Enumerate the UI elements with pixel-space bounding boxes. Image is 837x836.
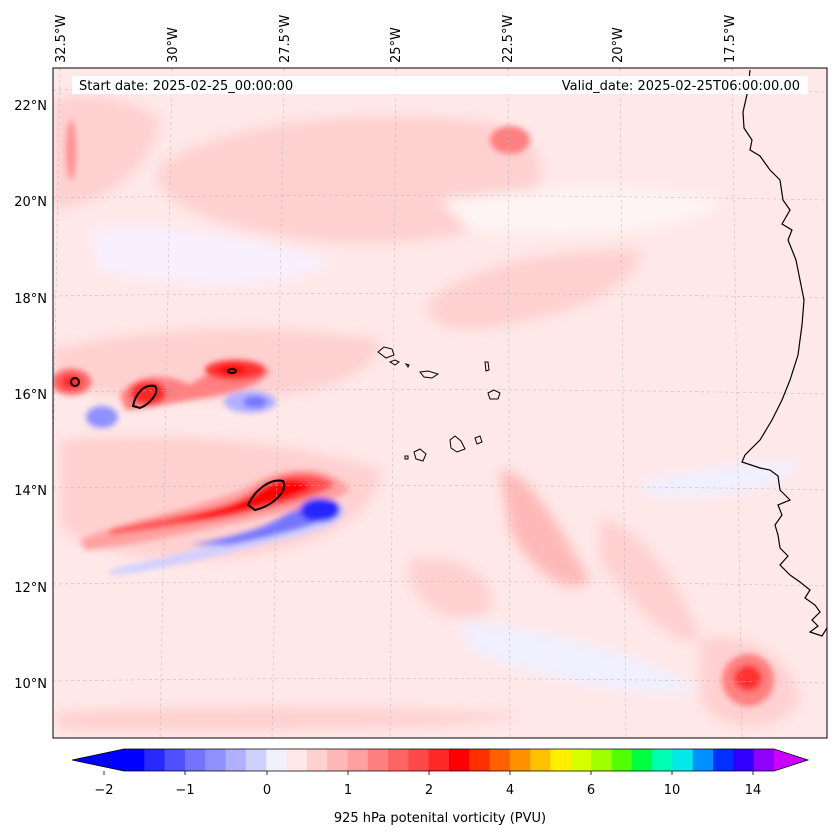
colorbar-under-extend: [72, 749, 124, 771]
colorbar-tick-label: 4: [506, 783, 514, 798]
lat-label: 22°N: [14, 99, 47, 114]
pv-contours: [70, 368, 286, 512]
lat-label: 16°N: [14, 388, 47, 403]
lon-label: 22.5°W: [501, 15, 516, 63]
lon-label: 30°W: [166, 27, 181, 63]
lat-label: 10°N: [14, 677, 47, 692]
colorbar-segment: [672, 749, 694, 771]
lat-label: 20°N: [14, 195, 47, 210]
colorbar-segment: [367, 749, 389, 771]
cape-verde-islands: [377, 346, 501, 462]
colorbar-tick-label: −2: [94, 783, 113, 798]
valid-date-text: Valid_date: 2025-02-25T06:00:00.00: [562, 79, 800, 94]
header-box: [72, 76, 808, 94]
colorbar-segment: [570, 749, 592, 771]
colorbar-segment: [652, 749, 673, 771]
colorbar-segment: [144, 749, 166, 771]
colorbar-segment: [306, 749, 328, 771]
colorbar-ticks: −2 −1 0 1 2 4 6 10 14: [94, 783, 761, 798]
colorbar-over-extend: [774, 749, 808, 771]
lat-label: 18°N: [14, 292, 47, 307]
colorbar-segment: [408, 749, 430, 771]
lon-label: 20°W: [611, 27, 626, 63]
colorbar-segment: [347, 749, 369, 771]
colorbar-tick-label: 14: [745, 783, 762, 798]
colorbar-segment: [205, 749, 227, 771]
colorbar-segment: [509, 749, 531, 771]
start-date-text: Start date: 2025-02-25_00:00:00: [79, 79, 293, 94]
latitude-labels: 22°N 20°N 18°N 16°N 14°N 12°N 10°N: [14, 99, 47, 692]
lat-label: 12°N: [14, 581, 47, 596]
africa-coastline: [741, 69, 827, 637]
colorbar-segment: [184, 749, 206, 771]
colorbar-segment: [428, 749, 450, 771]
lon-label: 25°W: [389, 27, 404, 63]
lon-label: 17.5°W: [723, 15, 738, 63]
lon-label: 27.5°W: [278, 15, 293, 63]
colorbar-tick-label: −1: [175, 783, 194, 798]
colorbar-segment: [266, 749, 287, 771]
colorbar-segment: [489, 749, 511, 771]
plot-frame: [52, 67, 828, 739]
colorbar-segment: [733, 749, 755, 771]
colorbar-tick-label: 0: [263, 783, 271, 798]
colorbar-tick-label: 6: [587, 783, 595, 798]
colorbar-segment: [591, 749, 612, 771]
colorbar-label: 925 hPa potenital vorticity (PVU): [334, 811, 546, 826]
colorbar-segment: [286, 749, 308, 771]
colorbar-segment: [124, 749, 145, 771]
colorbar-segment: [388, 749, 409, 771]
colorbar-segment: [713, 749, 734, 771]
colorbar-segment: [550, 749, 572, 771]
colorbar-tick-label: 10: [664, 783, 681, 798]
colorbar-segment: [469, 749, 491, 771]
colorbar-segment: [449, 749, 470, 771]
colorbar-tick-label: 1: [344, 783, 352, 798]
colorbar-tick-label: 2: [425, 783, 433, 798]
pv-field: [53, 68, 827, 738]
longitude-labels: 32.5°W 30°W 27.5°W 25°W 22.5°W 20°W 17.5…: [54, 15, 738, 63]
colorbar-segment: [164, 749, 186, 771]
colorbar-segment: [530, 749, 552, 771]
colorbar: [71, 748, 810, 775]
colorbar-segment: [327, 749, 348, 771]
colorbar-segment: [245, 749, 267, 771]
colorbar-segment: [631, 749, 653, 771]
colorbar-segment: [611, 749, 633, 771]
colorbar-segment: [692, 749, 714, 771]
colorbar-segment: [225, 749, 247, 771]
colorbar-outline: [71, 748, 810, 772]
colorbar-segment: [753, 749, 775, 771]
lon-label: 32.5°W: [54, 15, 69, 63]
lat-label: 14°N: [14, 484, 47, 499]
